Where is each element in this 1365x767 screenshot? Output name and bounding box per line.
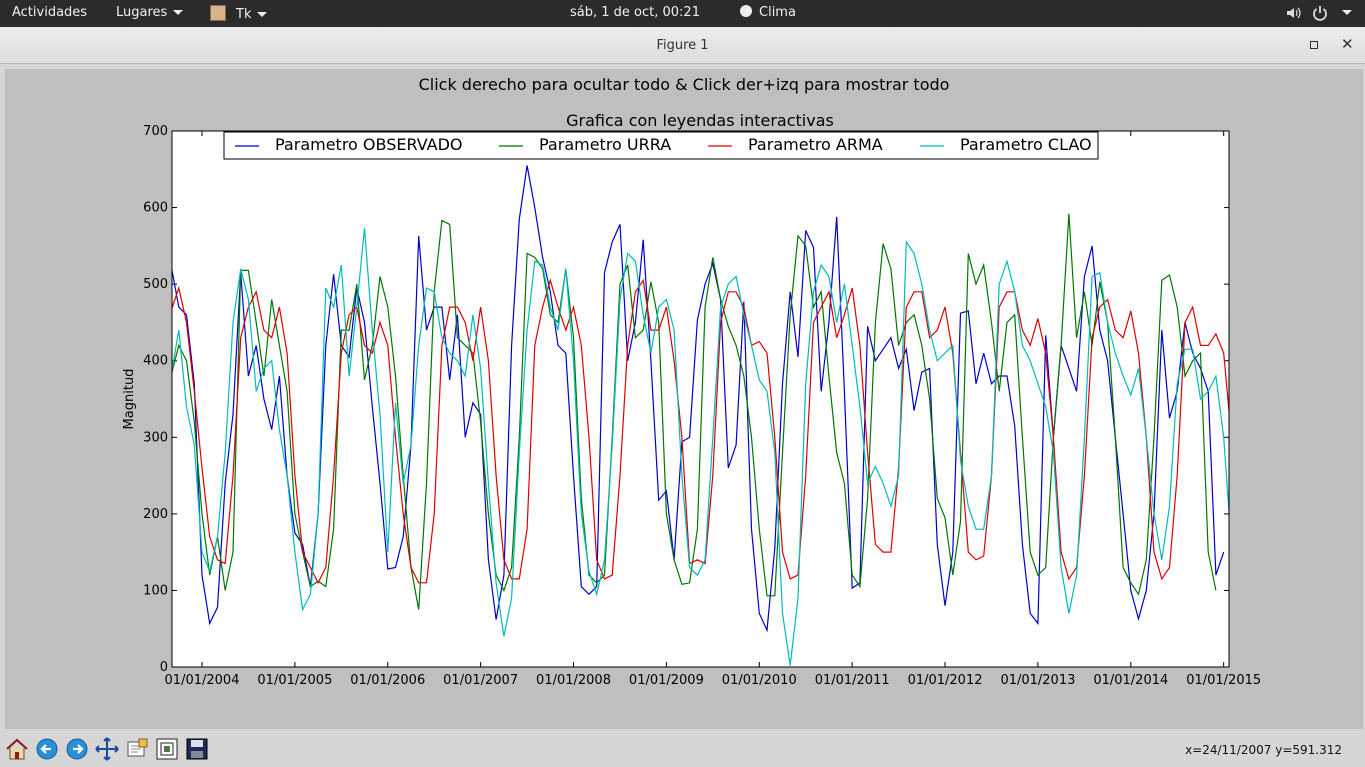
window-title-bar: Figure 1 ✕ [0, 27, 1365, 64]
y-tick-label: 300 [143, 430, 168, 445]
subplots-icon[interactable] [154, 736, 180, 762]
app-menu-label: Tk [236, 7, 252, 22]
x-tick-label: 01/01/2004 [165, 673, 240, 688]
figure-suptitle: Click derecho para ocultar todo & Click … [419, 75, 950, 94]
x-tick-label: 01/01/2015 [1186, 673, 1261, 688]
weather-button[interactable]: Clima [740, 5, 796, 20]
activities-button[interactable]: Actividades [12, 5, 88, 20]
zoom-icon[interactable] [124, 736, 150, 762]
home-icon[interactable] [4, 736, 30, 762]
system-menu-chevron-icon[interactable] [1336, 5, 1352, 20]
y-tick-label: 100 [143, 583, 168, 598]
chart-title: Grafica con leyendas interactivas [566, 111, 834, 130]
x-tick-label: 01/01/2007 [443, 673, 518, 688]
legend-entry[interactable]: Parametro OBSERVADO [235, 135, 463, 154]
legend-label: Parametro OBSERVADO [275, 135, 463, 154]
cursor-coordinates: x=24/11/2007 y=591.312 [1185, 743, 1342, 757]
figure-canvas[interactable]: Click derecho para ocultar todo & Click … [5, 69, 1363, 729]
axis-ticks: 0 100 200 300 400 500 600 700 01/01/2004 01/01/20… [143, 124, 1261, 688]
x-tick-label: 01/01/2012 [908, 673, 983, 688]
back-arrow-icon[interactable] [34, 736, 60, 762]
y-tick-label: 600 [143, 201, 168, 216]
weather-label: Clima [759, 5, 796, 20]
places-label: Lugares [116, 5, 168, 20]
maximize-button[interactable] [1310, 41, 1318, 49]
legend-label: Parametro CLAO [960, 135, 1092, 154]
x-tick-label: 01/01/2005 [257, 673, 332, 688]
chevron-down-icon [257, 12, 268, 17]
plot-frame [171, 130, 1230, 668]
x-tick-label: 01/01/2008 [536, 673, 611, 688]
legend-label: Parametro URRA [539, 135, 671, 154]
save-icon[interactable] [184, 736, 210, 762]
tk-app-icon [210, 5, 226, 21]
chevron-down-icon [173, 10, 184, 15]
x-tick-label: 01/01/2014 [1093, 673, 1168, 688]
legend-entry[interactable]: Parametro ARMA [708, 135, 883, 154]
y-tick-label: 200 [143, 507, 168, 522]
clock[interactable]: sáb, 1 de oct, 00:21 [570, 5, 700, 20]
series-line-parametro-observado[interactable] [171, 165, 1225, 633]
y-tick-label: 500 [143, 277, 168, 292]
x-tick-label: 01/01/2006 [350, 673, 425, 688]
window-title: Figure 1 [656, 38, 709, 53]
y-tick-label: 400 [143, 354, 168, 369]
x-tick-label: 01/01/2010 [722, 673, 797, 688]
volume-icon[interactable] [1286, 6, 1302, 24]
forward-arrow-icon[interactable] [64, 736, 90, 762]
y-tick-label: 700 [143, 124, 168, 139]
legend-label: Parametro ARMA [748, 135, 883, 154]
y-axis-label: Magnitud [122, 369, 137, 430]
legend-box [223, 131, 1099, 160]
navigation-toolbar: x=24/11/2007 y=591.312 [0, 730, 1365, 767]
plot-area[interactable] [172, 131, 1229, 667]
x-tick-label: 01/01/2013 [1000, 673, 1075, 688]
close-button[interactable]: ✕ [1341, 35, 1354, 53]
y-tick-label: 0 [160, 660, 168, 675]
legend-entry[interactable]: Parametro URRA [499, 135, 671, 154]
series-line-parametro-urra[interactable] [171, 213, 1217, 610]
legend[interactable]: Parametro OBSERVADO Parametro URRA Paramet… [223, 131, 1099, 160]
weather-icon [740, 5, 752, 17]
pan-icon[interactable] [94, 736, 120, 762]
legend-entry[interactable]: Parametro CLAO [920, 135, 1092, 154]
app-menu[interactable]: Tk [210, 5, 268, 22]
series-line-parametro-clao[interactable] [171, 228, 1239, 666]
power-icon[interactable] [1312, 5, 1328, 25]
series-lines [171, 165, 1247, 666]
x-tick-label: 01/01/2011 [815, 673, 890, 688]
system-top-bar: Actividades Lugares Tk sáb, 1 de oct, 00… [0, 0, 1365, 27]
series-line-parametro-arma[interactable] [171, 278, 1247, 585]
chart[interactable]: Click derecho para ocultar todo & Click … [5, 69, 1363, 729]
x-tick-label: 01/01/2009 [629, 673, 704, 688]
places-menu[interactable]: Lugares [116, 5, 184, 20]
